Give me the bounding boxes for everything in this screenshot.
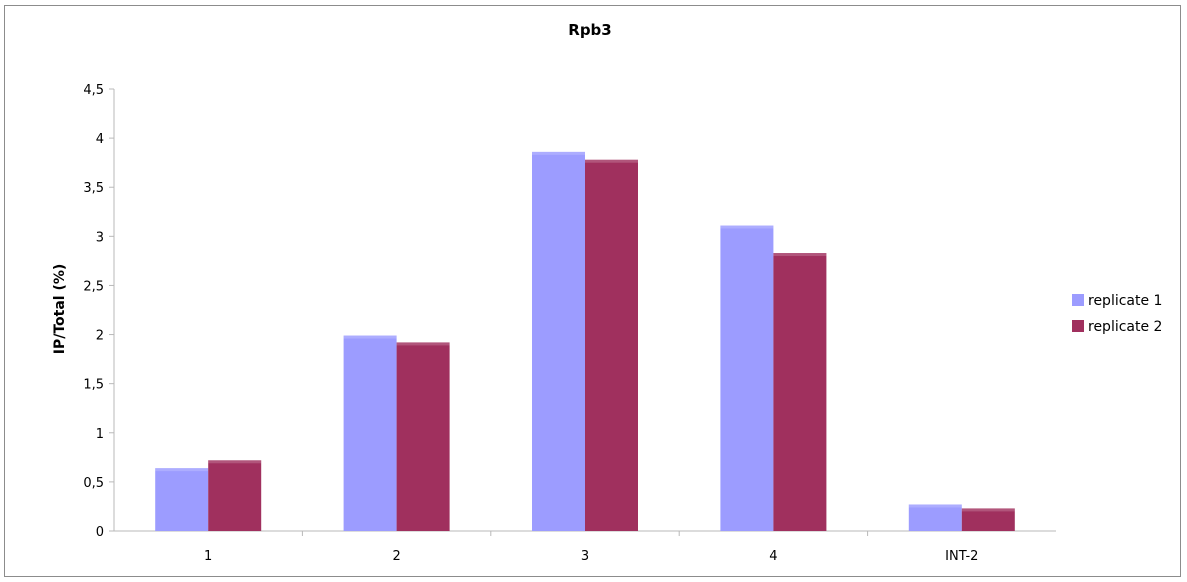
- bar-highlight: [720, 225, 774, 229]
- y-tick-label: 4,5: [83, 83, 104, 98]
- bar-highlight: [208, 460, 262, 464]
- bar-highlight: [773, 253, 827, 257]
- legend: replicate 1 replicate 2: [1072, 293, 1162, 335]
- y-tick-label: 3,5: [83, 181, 104, 196]
- bar-1: [343, 335, 397, 531]
- bar-1: [720, 225, 774, 532]
- y-tick-label: 3: [96, 230, 104, 245]
- y-tick-label: 2,5: [83, 279, 104, 294]
- y-tick-label: 1,5: [83, 378, 104, 393]
- bar-2: [585, 159, 638, 531]
- bar-1: [155, 468, 209, 531]
- bar-highlight: [585, 159, 638, 163]
- y-tick-label: 1: [96, 427, 104, 442]
- legend-label: replicate 1: [1088, 293, 1162, 309]
- legend-swatch: [1072, 320, 1084, 332]
- bar-2: [396, 342, 450, 531]
- bar-2: [961, 508, 1015, 531]
- x-tick-label: INT-2: [945, 549, 978, 564]
- bar-highlight: [155, 468, 209, 472]
- axes: 0 0,5 1 1,5 2 2,5 3 3,5 4 4,5 1 2 3 4 INT-2: [83, 83, 1056, 564]
- chart-title: Rpb3: [568, 21, 611, 39]
- bar-1: [908, 504, 962, 531]
- y-tick-label: 4: [96, 132, 104, 147]
- x-tick-label: 4: [769, 549, 777, 564]
- y-tick-label: 0,5: [83, 476, 104, 491]
- x-tick-label: 2: [392, 549, 400, 564]
- bar-highlight: [908, 504, 962, 508]
- y-tick-label: 2: [96, 329, 104, 344]
- legend-label: replicate 2: [1088, 319, 1162, 335]
- bars: [155, 151, 1015, 532]
- bar-2: [208, 460, 262, 531]
- bar-highlight: [343, 335, 397, 339]
- x-tick-label: 3: [581, 549, 589, 564]
- x-tick-label: 1: [204, 549, 212, 564]
- y-axis-title: IP/Total (%): [52, 264, 68, 355]
- bar-highlight: [396, 342, 450, 346]
- legend-swatch: [1072, 294, 1084, 306]
- bar-1: [532, 151, 585, 531]
- bar-highlight: [532, 151, 585, 155]
- bar-highlight: [961, 508, 1015, 512]
- bar-2: [773, 253, 827, 531]
- y-tick-label: 0: [96, 525, 104, 540]
